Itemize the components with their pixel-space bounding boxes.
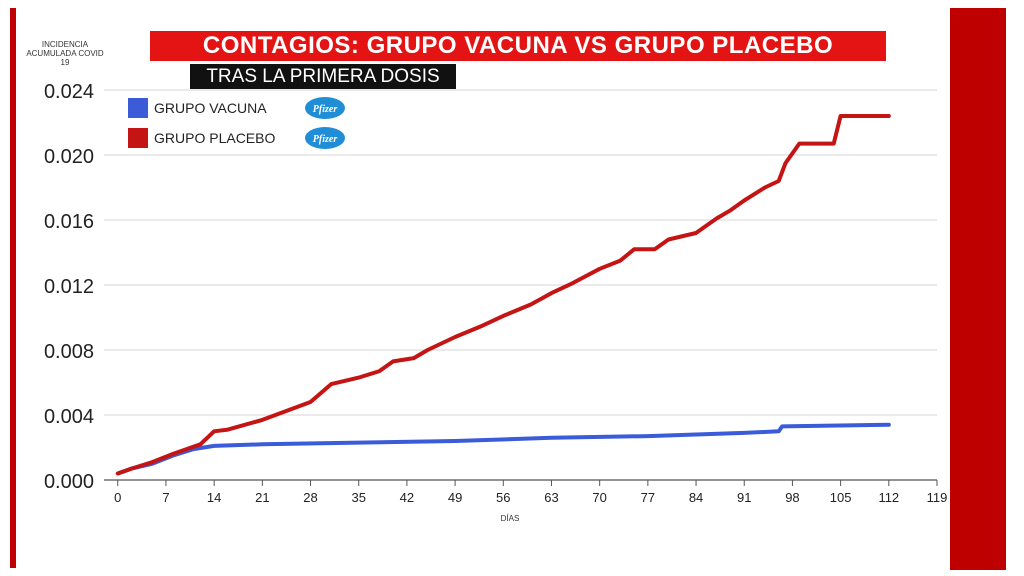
legend-label: GRUPO PLACEBO (154, 130, 275, 146)
x-tick-label: 84 (689, 490, 703, 505)
x-tick-label: 98 (785, 490, 799, 505)
y-tick-label: 0.008 (44, 341, 94, 363)
x-axis-label: DÍAS (501, 514, 520, 523)
x-tick-label: 0 (114, 490, 121, 505)
series-line-placebo (115, 114, 891, 476)
left-red-strip (10, 8, 16, 568)
y-tick-label: 0.024 (44, 81, 94, 103)
right-red-strip (950, 8, 1006, 570)
x-tick-label: 42 (400, 490, 414, 505)
y-tick-label: 0.000 (44, 471, 94, 493)
legend-label: GRUPO VACUNA (154, 100, 267, 116)
series-lines (115, 114, 891, 476)
chart-title: CONTAGIOS: GRUPO VACUNA VS GRUPO PLACEBO (150, 31, 886, 61)
y-tick-label: 0.016 (44, 211, 94, 233)
axes: 0.000 0.004 0.008 0.012 0.016 0.020 0.024 0 7 14 2… (44, 81, 947, 505)
pfizer-logo-text: Pfizer (313, 134, 338, 145)
pfizer-logo-text: Pfizer (313, 104, 338, 115)
x-tick-label: 77 (641, 490, 655, 505)
x-tick-label: 112 (878, 490, 899, 505)
x-tick-label: 7 (162, 490, 169, 505)
y-tick-label: 0.004 (44, 406, 94, 428)
series-line-vacuna (115, 422, 891, 476)
x-tick-label: 35 (351, 490, 365, 505)
pfizer-logo-icon: Pfizer (305, 97, 345, 119)
x-tick-label: 21 (255, 490, 269, 505)
x-tick-label: 28 (303, 490, 317, 505)
pfizer-logo-icon: Pfizer (305, 127, 345, 149)
x-tick-label: 119 (927, 490, 948, 505)
legend: GRUPO VACUNA Pfizer GRUPO PLACEBO Pfizer (128, 97, 345, 149)
x-tick-label: 49 (448, 490, 462, 505)
chart-subtitle: TRAS LA PRIMERA DOSIS (190, 64, 456, 89)
y-axis-label: INCIDENCIA ACUMULADA COVID 19 (26, 40, 104, 67)
x-tick-label: 56 (496, 490, 510, 505)
legend-swatch (128, 128, 148, 148)
legend-swatch (128, 98, 148, 118)
x-tick-label: 70 (592, 490, 606, 505)
y-tick-label: 0.012 (44, 276, 94, 298)
y-tick-label: 0.020 (44, 146, 94, 168)
x-tick-label: 63 (544, 490, 558, 505)
x-tick-label: 14 (207, 490, 221, 505)
x-tick-label: 105 (830, 490, 852, 505)
x-tick-label: 91 (737, 490, 751, 505)
grid (104, 89, 937, 481)
